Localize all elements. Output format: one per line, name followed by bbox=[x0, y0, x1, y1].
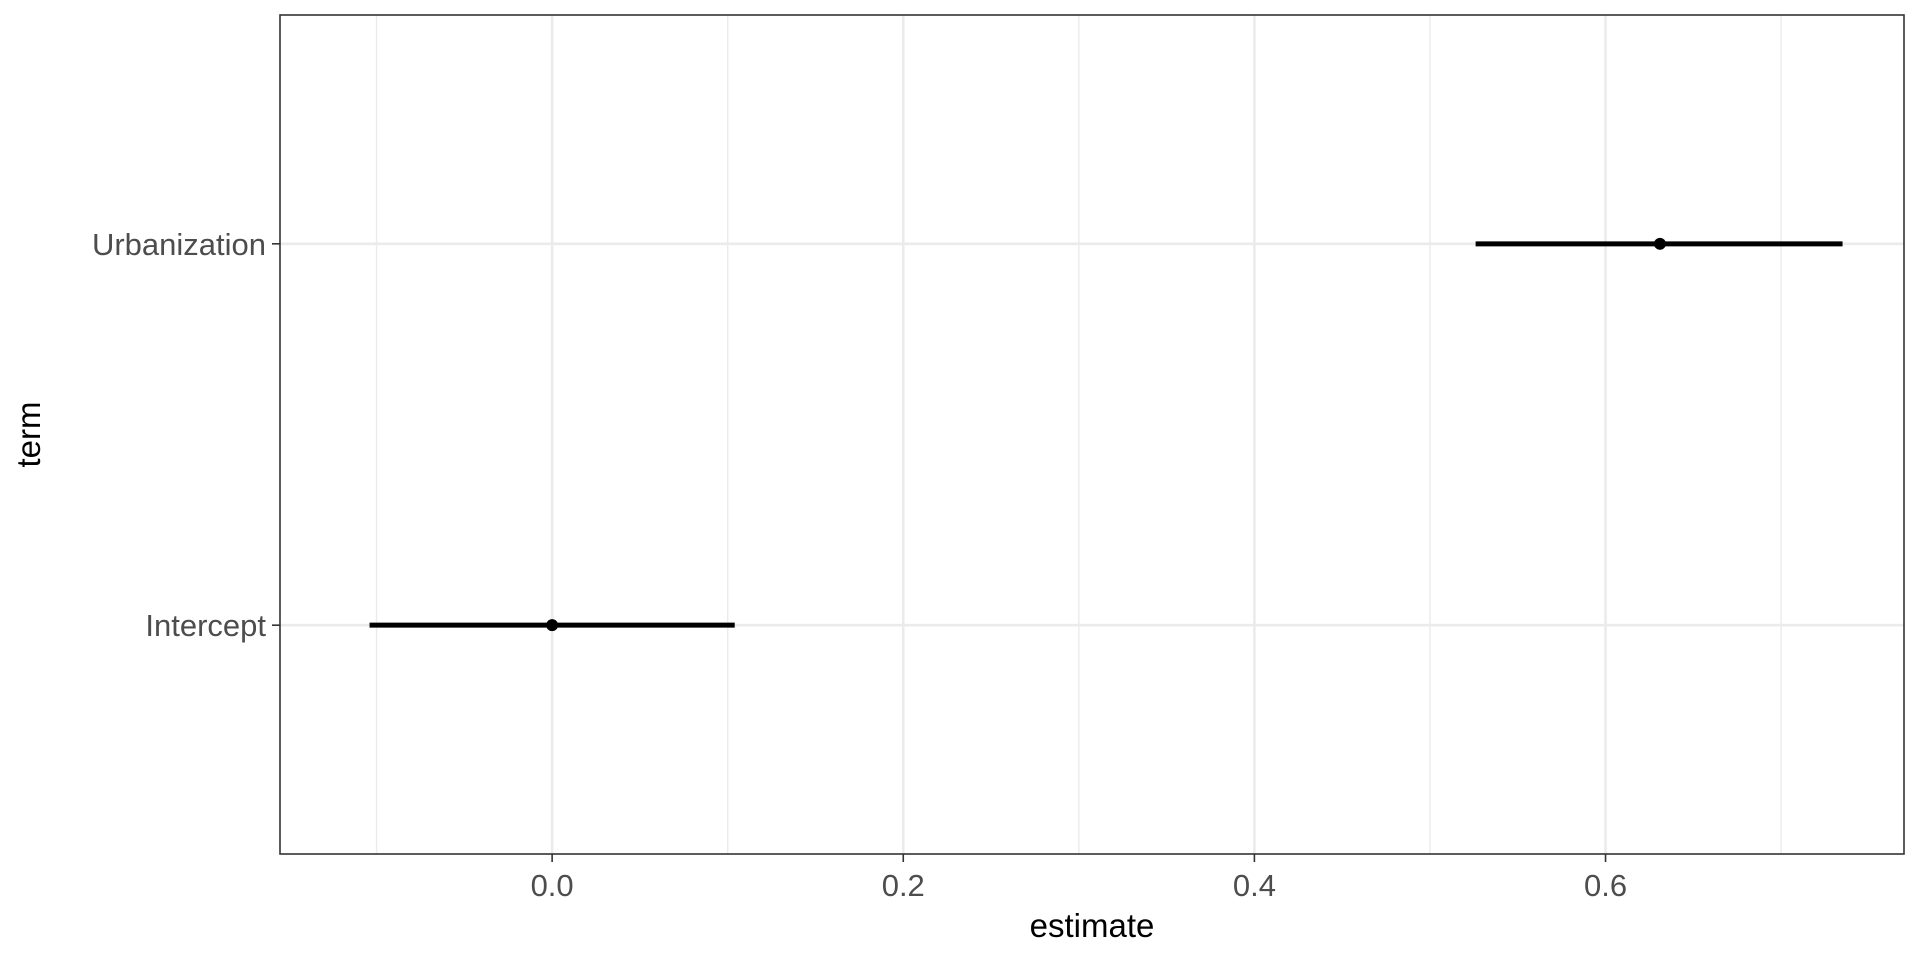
x-tick-label: 0.6 bbox=[1584, 868, 1627, 903]
x-tick-label: 0.0 bbox=[531, 868, 574, 903]
y-tick-label: Intercept bbox=[145, 608, 266, 643]
panel-border bbox=[279, 14, 1905, 855]
y-axis-title: term bbox=[10, 402, 47, 468]
point-intercept bbox=[546, 619, 559, 632]
major-gridlines bbox=[280, 15, 1904, 854]
minor-gridlines bbox=[375, 15, 1782, 854]
x-tick-label: 0.2 bbox=[882, 868, 925, 903]
point-urbanization bbox=[1653, 237, 1666, 250]
y-tick-label: Urbanization bbox=[92, 227, 266, 262]
y-axis: Intercept Urbanization bbox=[92, 227, 280, 643]
point-ranges bbox=[369, 237, 1843, 632]
x-axis-title: estimate bbox=[1030, 907, 1155, 944]
x-tick-label: 0.4 bbox=[1233, 868, 1276, 903]
x-axis: 0.0 0.2 0.4 0.6 bbox=[531, 854, 1627, 903]
